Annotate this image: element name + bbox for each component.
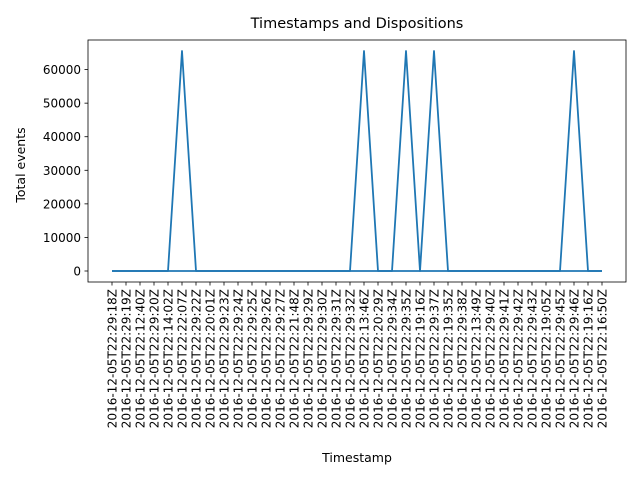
x-tick-label: 2016-12-05T22:19:16Z [414,289,428,428]
x-axis: 2016-12-05T22:29:18Z 2016-12-05T22:29:19Z… [106,282,610,428]
x-tick-label: 2016-12-05T22:29:18Z [106,289,120,428]
x-tick-label: 2016-12-05T22:29:19Z [120,289,134,428]
axes-frame [87,39,627,283]
chart-title: Timestamps and Dispositions [250,16,464,32]
x-tick-label: 2016-12-05T22:29:25Z [246,289,260,428]
x-tick-label: 2016-12-05T22:29:37Z [428,289,442,428]
x-tick-label: 2016-12-05T22:29:27Z [274,289,288,428]
x-tick-label: 2016-12-05T22:29:38Z [456,289,470,428]
x-tick-label: 2016-12-05T22:29:31Z [330,289,344,428]
x-tick-label: 2016-12-05T22:29:43Z [526,289,540,428]
y-tick-label: 30000 [43,164,81,178]
x-tick-label: 2016-12-05T22:13:49Z [470,289,484,428]
x-tick-label: 2016-12-05T22:13:46Z [358,289,372,428]
series-line [112,50,602,272]
x-axis-label: Timestamp [321,450,392,465]
x-tick-label: 2016-12-05T22:29:24Z [232,289,246,428]
x-tick-label: 2016-12-05T22:29:42Z [512,289,526,428]
x-tick-label: 2016-12-05T22:19:35Z [442,289,456,428]
x-tick-label: 2016-12-05T22:16:50Z [596,289,610,428]
y-tick-label: 0 [73,264,81,278]
x-tick-label: 2016-12-05T22:29:20Z [148,289,162,428]
x-tick-label: 2016-12-05T22:29:29Z [302,289,316,428]
x-tick-label: 2016-12-05T22:12:40Z [134,289,148,428]
x-tick-label: 2016-12-05T22:29:30Z [316,289,330,428]
y-tick-label: 10000 [43,231,81,245]
y-axis: 0 10000 20000 30000 40000 50000 60000 [43,63,88,278]
x-tick-label: 2016-12-05T22:29:32Z [344,289,358,428]
x-tick-label: 2016-12-05T22:29:35Z [400,289,414,428]
x-tick-label: 2016-12-05T22:29:22Z [190,289,204,428]
x-tick-label: 2016-12-05T22:20:01Z [204,289,218,428]
y-tick-label: 40000 [43,130,81,144]
plot-lines [112,50,602,272]
x-tick-label: 2016-12-05T22:29:40Z [484,289,498,428]
x-tick-label: 2016-12-05T22:19:05Z [540,289,554,428]
x-tick-label: 2016-12-05T22:29:46Z [568,289,582,428]
y-axis-label: Total events [13,127,28,203]
x-tick-label: 2016-12-05T22:29:23Z [218,289,232,428]
x-tick-label: 2016-12-05T22:29:41Z [498,289,512,428]
y-tick-label: 50000 [43,97,81,111]
x-tick-label: 2016-12-05T22:20:29Z [372,289,386,428]
x-tick-label: 2016-12-05T22:29:26Z [260,289,274,428]
x-tick-label: 2016-12-05T22:19:16Z [582,289,596,428]
x-tick-label: 2016-12-05T22:29:45Z [554,289,568,428]
x-tick-label: 2016-12-05T22:22:07Z [176,289,190,428]
y-tick-label: 60000 [43,63,81,77]
x-tick-label: 2016-12-05T22:21:48Z [288,289,302,428]
x-tick-label: 2016-12-05T22:14:02Z [162,289,176,428]
y-tick-label: 20000 [43,197,81,211]
x-tick-label: 2016-12-05T22:29:34Z [386,289,400,428]
